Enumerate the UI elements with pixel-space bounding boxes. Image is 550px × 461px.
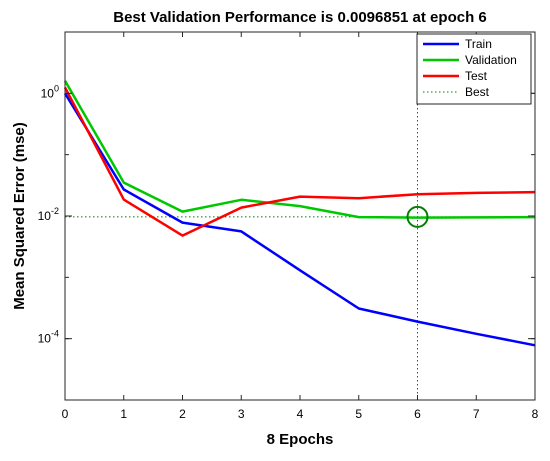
series-line-test bbox=[63, 86, 536, 237]
x-tick-label: 8 bbox=[532, 407, 539, 421]
series-line-train bbox=[63, 92, 536, 347]
legend: Train Validation Test Best bbox=[416, 33, 532, 105]
x-axis-label: 8 Epochs bbox=[267, 431, 334, 448]
x-tick-label: 7 bbox=[473, 407, 480, 421]
series-line-validation bbox=[63, 80, 536, 219]
y-tick-label: 10-4 bbox=[38, 329, 59, 346]
legend-label-validation: Validation bbox=[465, 53, 517, 67]
x-tick-label: 2 bbox=[179, 407, 186, 421]
legend-label-test: Test bbox=[465, 69, 488, 83]
y-axis-label: Mean Squared Error (mse) bbox=[11, 122, 28, 310]
legend-label-train: Train bbox=[465, 37, 492, 51]
x-tick-label: 1 bbox=[120, 407, 127, 421]
legend-label-best: Best bbox=[465, 85, 490, 99]
best-point-marker bbox=[406, 205, 429, 228]
x-tick-label: 6 bbox=[414, 407, 421, 421]
x-tick-label: 3 bbox=[238, 407, 245, 421]
x-tick-label: 5 bbox=[355, 407, 362, 421]
y-tick-label: 10-2 bbox=[38, 206, 59, 223]
x-tick-label: 4 bbox=[297, 407, 304, 421]
y-tick-label: 100 bbox=[41, 83, 59, 100]
chart-title: Best Validation Performance is 0.0096851… bbox=[113, 9, 487, 26]
axis-ticks: 0 1 2 3 4 5 6 7 8 100 10-2 10-4 bbox=[38, 31, 539, 421]
x-tick-label: 0 bbox=[62, 407, 69, 421]
